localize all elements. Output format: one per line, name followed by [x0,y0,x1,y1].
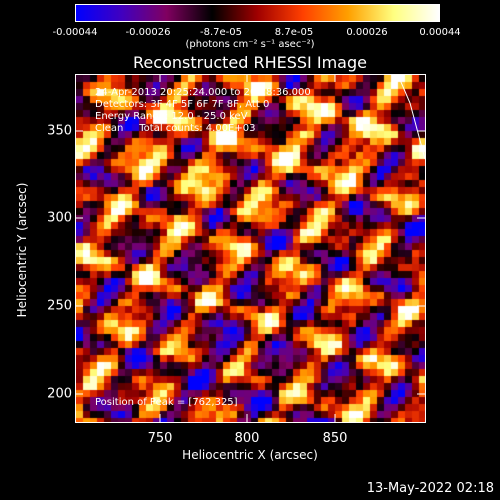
image-plot: 24-Apr-2013 20:25:24.000 to 20:28:36.000… [75,74,426,423]
rhessi-heatmap [76,75,425,422]
colorbar-tick: 0.00026 [346,27,388,38]
x-tick-label: 850 [322,431,348,446]
peak-position-label: Position of Peak = [762,325] [95,397,238,408]
y-tick-label: 300 [47,210,72,226]
colorbar-tick: -8.7e-05 [200,27,242,38]
y-tick-label: 200 [47,386,72,402]
colorbar-unit-label: (photons cm⁻² s⁻¹ asec⁻²) [185,39,315,50]
x-axis-label: Heliocentric X (arcsec) [182,448,318,462]
info-counts: Clean Total counts: 4.00E+03 [95,123,256,134]
colorbar-tick: -0.00026 [125,27,171,38]
info-detectors: Detectors: 3F 4F 5F 6F 7F 8F, Att 0 [95,99,270,110]
limb-line [397,75,425,160]
timestamp: 13-May-2022 02:18 [366,481,494,496]
x-tick-label: 800 [234,431,260,446]
plot-title: Reconstructed RHESSI Image [133,53,367,72]
colorbar-tick: 0.00044 [419,27,461,38]
y-tick-label: 350 [47,123,72,139]
info-energy-range: Energy Range: 12.0 - 25.0 keV [95,111,248,122]
y-tick-label: 250 [47,298,72,314]
info-time-range: 24-Apr-2013 20:25:24.000 to 20:28:36.000 [95,87,311,98]
colorbar-tick: 8.7e-05 [274,27,314,38]
x-tick-label: 750 [147,431,173,446]
colorbar [75,4,440,22]
colorbar-tick: -0.00044 [52,27,98,38]
y-axis-label: Heliocentric Y (arcsec) [15,182,29,318]
